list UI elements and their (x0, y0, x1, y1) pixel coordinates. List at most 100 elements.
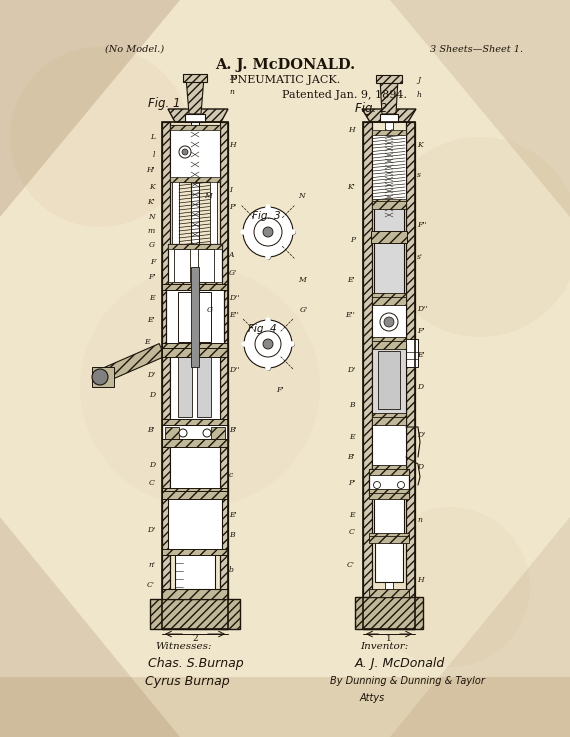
Bar (372, 132, 406, 202)
Bar (162, 343, 228, 349)
Text: H': H' (146, 166, 155, 174)
Circle shape (370, 507, 530, 667)
Bar (175, 550, 215, 592)
Bar (183, 74, 207, 82)
Bar (369, 493, 409, 499)
Polygon shape (390, 0, 570, 217)
Bar (369, 589, 409, 597)
Text: E'': E'' (345, 311, 355, 319)
Circle shape (384, 317, 394, 327)
Text: F': F' (276, 386, 284, 394)
Bar (166, 285, 224, 347)
Text: K: K (149, 183, 155, 191)
Bar (198, 249, 214, 282)
Text: B': B' (229, 426, 237, 434)
Bar (372, 201, 406, 209)
Bar (363, 620, 415, 629)
Text: D'': D'' (229, 294, 239, 302)
Text: L: L (150, 133, 155, 141)
Circle shape (263, 339, 273, 349)
Text: Fig. 4: Fig. 4 (248, 324, 276, 334)
Bar (210, 180, 217, 247)
Text: P: P (350, 236, 355, 244)
Text: n: n (229, 88, 234, 96)
Text: D'': D'' (417, 305, 428, 313)
Circle shape (373, 481, 381, 489)
Bar (170, 442, 220, 492)
Bar (92, 367, 114, 387)
Text: M: M (204, 192, 212, 200)
Text: Patented Jan. 9, 1894.: Patented Jan. 9, 1894. (283, 90, 408, 100)
Bar (162, 424, 228, 442)
Text: D': D' (347, 366, 355, 374)
Text: C: C (149, 479, 155, 487)
Text: A: A (229, 251, 234, 259)
Circle shape (263, 227, 273, 237)
Text: H: H (348, 126, 355, 134)
Circle shape (254, 218, 282, 246)
Bar (211, 427, 225, 439)
Bar (162, 589, 228, 599)
Bar (375, 538, 403, 582)
Text: By Dunning & Dunning & Taylor: By Dunning & Dunning & Taylor (330, 676, 485, 686)
Text: (No Model.): (No Model.) (105, 45, 164, 54)
Text: Fig. 1: Fig. 1 (148, 97, 181, 110)
Text: P': P' (229, 203, 236, 211)
Text: N': N' (229, 74, 238, 82)
Bar (372, 299, 406, 341)
Text: c: c (229, 471, 233, 479)
Bar (162, 284, 228, 290)
Text: D'': D'' (229, 366, 239, 374)
Text: l: l (153, 151, 155, 159)
Bar (372, 199, 406, 204)
Bar (196, 292, 211, 342)
Polygon shape (0, 0, 180, 217)
Polygon shape (380, 79, 398, 114)
Bar (162, 419, 228, 425)
Bar (165, 427, 179, 439)
Bar (168, 282, 222, 287)
Bar (162, 621, 228, 629)
Bar (162, 491, 228, 499)
Text: A. J. McDONALD.: A. J. McDONALD. (215, 58, 355, 72)
Bar (170, 125, 220, 130)
Bar (385, 122, 393, 617)
Circle shape (397, 481, 405, 489)
Bar (220, 122, 228, 629)
Text: B': B' (347, 453, 355, 461)
Bar (172, 180, 179, 247)
Bar (372, 297, 406, 305)
Bar (363, 122, 372, 629)
Text: G: G (149, 241, 155, 249)
Bar (363, 122, 415, 629)
Bar (372, 417, 406, 425)
Bar (374, 495, 404, 537)
Bar (369, 469, 409, 495)
Circle shape (255, 331, 281, 357)
Text: B: B (349, 401, 355, 409)
Text: E': E' (147, 316, 155, 324)
Text: C': C' (147, 581, 155, 589)
Circle shape (203, 429, 211, 437)
Text: Witnesses:: Witnesses: (155, 642, 211, 651)
Text: D': D' (417, 431, 425, 439)
Text: Fig. 3: Fig. 3 (252, 211, 280, 221)
Bar (168, 244, 222, 249)
Bar (378, 351, 400, 409)
Bar (191, 267, 199, 367)
Text: F': F' (148, 273, 155, 281)
Text: K': K' (347, 183, 355, 191)
Text: F: F (150, 258, 155, 266)
Text: m: m (148, 227, 155, 235)
Bar (162, 122, 170, 629)
Text: B: B (229, 531, 235, 539)
Polygon shape (362, 109, 416, 122)
Text: F': F' (417, 327, 425, 335)
Polygon shape (0, 677, 570, 737)
Text: 2: 2 (192, 634, 198, 643)
Bar (372, 343, 406, 417)
Circle shape (182, 149, 188, 155)
Text: C': C' (347, 561, 355, 569)
Text: C: C (349, 528, 355, 536)
Text: h: h (417, 91, 422, 99)
